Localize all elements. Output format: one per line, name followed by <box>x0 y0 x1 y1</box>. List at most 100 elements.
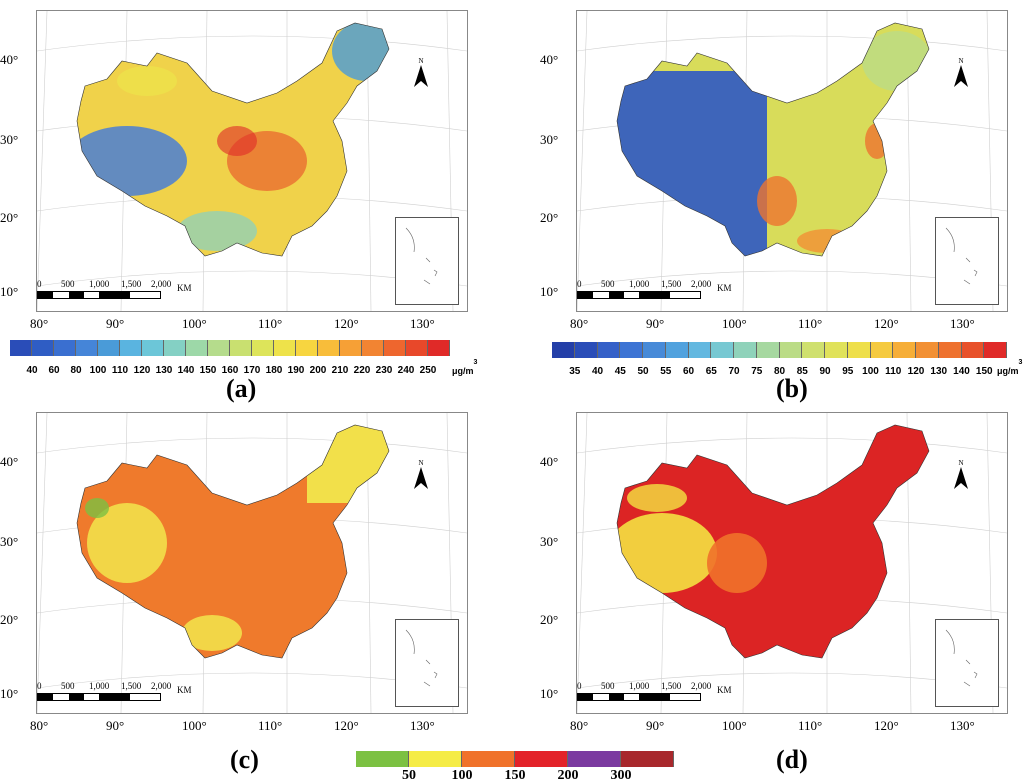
legend-swatch <box>734 342 757 358</box>
legend-swatch <box>688 342 712 358</box>
panel-label-b: (b) <box>776 374 808 403</box>
legend-swatch <box>568 751 621 767</box>
legend-swatch <box>825 342 848 358</box>
legend-tick-label: 110 <box>111 365 129 376</box>
legend-tick-label: 150 <box>975 366 993 377</box>
panel-label-d: (d) <box>776 745 808 774</box>
legend-tick-label: 95 <box>842 366 854 377</box>
legend-tick-label: 50 <box>637 366 649 377</box>
legend-tick-label: 220 <box>353 365 371 376</box>
legend-swatch <box>665 342 689 358</box>
lon-label-130: 130° <box>950 316 975 331</box>
legend-tick-label: 45 <box>614 366 626 377</box>
lon-label-90: 90° <box>106 718 125 733</box>
lon-label-120: 120° <box>334 316 359 331</box>
legend-swatch <box>428 340 450 356</box>
legend-tick-label: 35 <box>569 366 581 377</box>
lat-label-30: 30° <box>540 132 559 147</box>
lat-label-20: 20° <box>0 210 19 225</box>
lat-label-40: 40° <box>0 454 19 469</box>
lat-label-10: 10° <box>540 284 559 299</box>
legend-swatch <box>10 340 32 356</box>
lon-label-100: 100° <box>182 718 207 733</box>
legend-swatch <box>462 751 515 767</box>
lat-label-20: 20° <box>540 612 559 627</box>
legend-swatch <box>406 340 428 356</box>
lon-label-120: 120° <box>334 718 359 733</box>
legend-swatch <box>164 340 186 356</box>
lon-label-130: 130° <box>950 718 975 733</box>
north-label: N <box>418 57 423 65</box>
legend-swatch <box>574 342 598 358</box>
map-frame-b: N 0 500 1,000 1,500 2,000 KM <box>576 10 1008 312</box>
lat-label-20: 20° <box>0 612 19 627</box>
legend-tick-label: 160 <box>221 365 239 376</box>
lon-label-80: 80° <box>570 316 589 331</box>
legend-tick-label: 85 <box>796 366 808 377</box>
legend-swatch <box>515 751 568 767</box>
legend-tick-label: 180 <box>265 365 283 376</box>
legend-tick-label: 50 <box>402 768 416 783</box>
panel-label-c: (c) <box>230 745 259 774</box>
legend-swatch <box>552 342 575 358</box>
legend-tick-label: 230 <box>375 365 393 376</box>
scale-bar: 0 500 1,000 1,500 2,000 KM <box>37 279 207 303</box>
panel-b: N 0 500 1,000 1,500 2,000 KM 40° 30° 20°… <box>540 10 1024 331</box>
map-svg-a <box>37 11 467 311</box>
legend-swatch <box>186 340 208 356</box>
legend-swatch <box>252 340 274 356</box>
legend-tick-label: 150 <box>504 768 526 783</box>
legend-swatch <box>756 342 780 358</box>
legend-tick-label: 110 <box>885 366 902 377</box>
scale-bar: 0 500 1,000 1,500 2,000 KM <box>37 681 207 705</box>
lon-label-110: 110° <box>258 316 283 331</box>
legend-swatch <box>142 340 164 356</box>
colorbar-a <box>10 340 460 356</box>
legend-swatch <box>597 342 621 358</box>
legend-tick-label: 100 <box>89 365 107 376</box>
lat-label-10: 10° <box>0 284 19 299</box>
lon-label-100: 100° <box>722 316 747 331</box>
legend-swatch <box>621 751 674 767</box>
panel-d: N 0 500 1,000 1,500 2,000 KM 40° 30° 20°… <box>540 412 1024 733</box>
map-frame-a: N 0 500 1,000 1,500 2,000 KM <box>36 10 468 312</box>
lon-label-90: 90° <box>646 718 665 733</box>
legend-swatch <box>847 342 871 358</box>
legend-tick-label: 65 <box>705 366 717 377</box>
legend-swatch <box>620 342 643 358</box>
legend-tick-label: 150 <box>199 365 217 376</box>
legend-swatch <box>870 342 894 358</box>
lat-label-40: 40° <box>540 52 559 67</box>
lon-label-90: 90° <box>106 316 125 331</box>
inset-map <box>935 619 999 707</box>
legend-swatch <box>643 342 666 358</box>
lon-label-110: 110° <box>798 718 823 733</box>
north-label: N <box>418 459 423 467</box>
lat-label-10: 10° <box>0 686 19 701</box>
lon-label-100: 100° <box>182 316 207 331</box>
legend-tick-label: 210 <box>331 365 349 376</box>
legend-tick-label: 120 <box>133 365 151 376</box>
legend-tick-label: 90 <box>819 366 831 377</box>
lon-label-110: 110° <box>258 718 283 733</box>
legend-swatch <box>76 340 98 356</box>
lon-label-110: 110° <box>798 316 823 331</box>
lat-label-30: 30° <box>540 534 559 549</box>
legend-swatch <box>296 340 318 356</box>
lon-label-80: 80° <box>570 718 589 733</box>
legend-swatch <box>938 342 962 358</box>
colorbar-b-unit: μg/m3 <box>997 359 1023 376</box>
legend-tick-label: 300 <box>610 768 632 783</box>
legend-tick-label: 200 <box>557 768 579 783</box>
lat-label-10: 10° <box>540 686 559 701</box>
legend-tick-label: 120 <box>907 366 925 377</box>
lon-label-80: 80° <box>30 718 49 733</box>
north-arrow-icon: N <box>954 459 968 489</box>
north-label: N <box>958 57 963 65</box>
legend-tick-label: 240 <box>397 365 415 376</box>
legend-swatch <box>802 342 825 358</box>
legend-swatch <box>54 340 76 356</box>
map-svg-d <box>577 413 1007 713</box>
legend-swatch <box>362 340 384 356</box>
panel-a: N 0 500 1,000 1,500 2,000 KM 40° 30° 20°… <box>0 10 500 331</box>
